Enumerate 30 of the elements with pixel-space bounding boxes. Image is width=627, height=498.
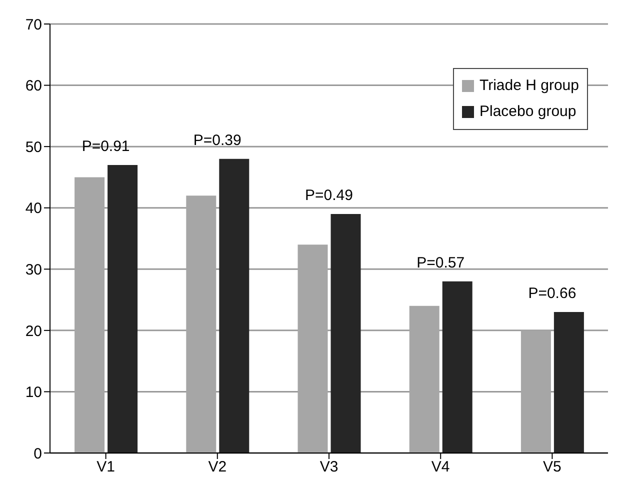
bar <box>330 214 361 453</box>
annotation: P=0.91 <box>82 138 130 155</box>
legend-label: Triade H group <box>478 76 579 96</box>
y-tick-label: 50 <box>25 138 42 156</box>
y-tick-label: 0 <box>34 445 42 462</box>
bar <box>442 281 472 453</box>
y-tick-label: 20 <box>25 322 42 340</box>
y-tick-label: 30 <box>25 261 42 278</box>
y-tick-label: 10 <box>25 384 42 402</box>
annotation: P=0.57 <box>416 254 465 272</box>
y-tick-label: 70 <box>25 16 42 34</box>
bar <box>520 330 551 453</box>
annotation: P=0.66 <box>528 285 576 302</box>
bar <box>108 164 138 453</box>
x-tick-label: V5 <box>543 458 562 476</box>
y-tick-label: 40 <box>25 200 42 218</box>
annotation: P=0.49 <box>305 186 353 204</box>
x-tick-label: V2 <box>208 458 227 476</box>
bar <box>298 244 328 453</box>
x-tick-label: V3 <box>320 458 338 476</box>
bar <box>219 158 250 453</box>
bar <box>74 177 105 453</box>
annotation: P=0.39 <box>193 132 242 149</box>
x-tick-label: V4 <box>431 458 450 476</box>
y-tick-label: 60 <box>25 78 42 95</box>
x-tick-label: V1 <box>96 458 115 476</box>
legend-label: Placebo group <box>478 102 578 122</box>
bar <box>409 306 440 453</box>
bar <box>186 196 216 453</box>
bar <box>554 312 584 453</box>
